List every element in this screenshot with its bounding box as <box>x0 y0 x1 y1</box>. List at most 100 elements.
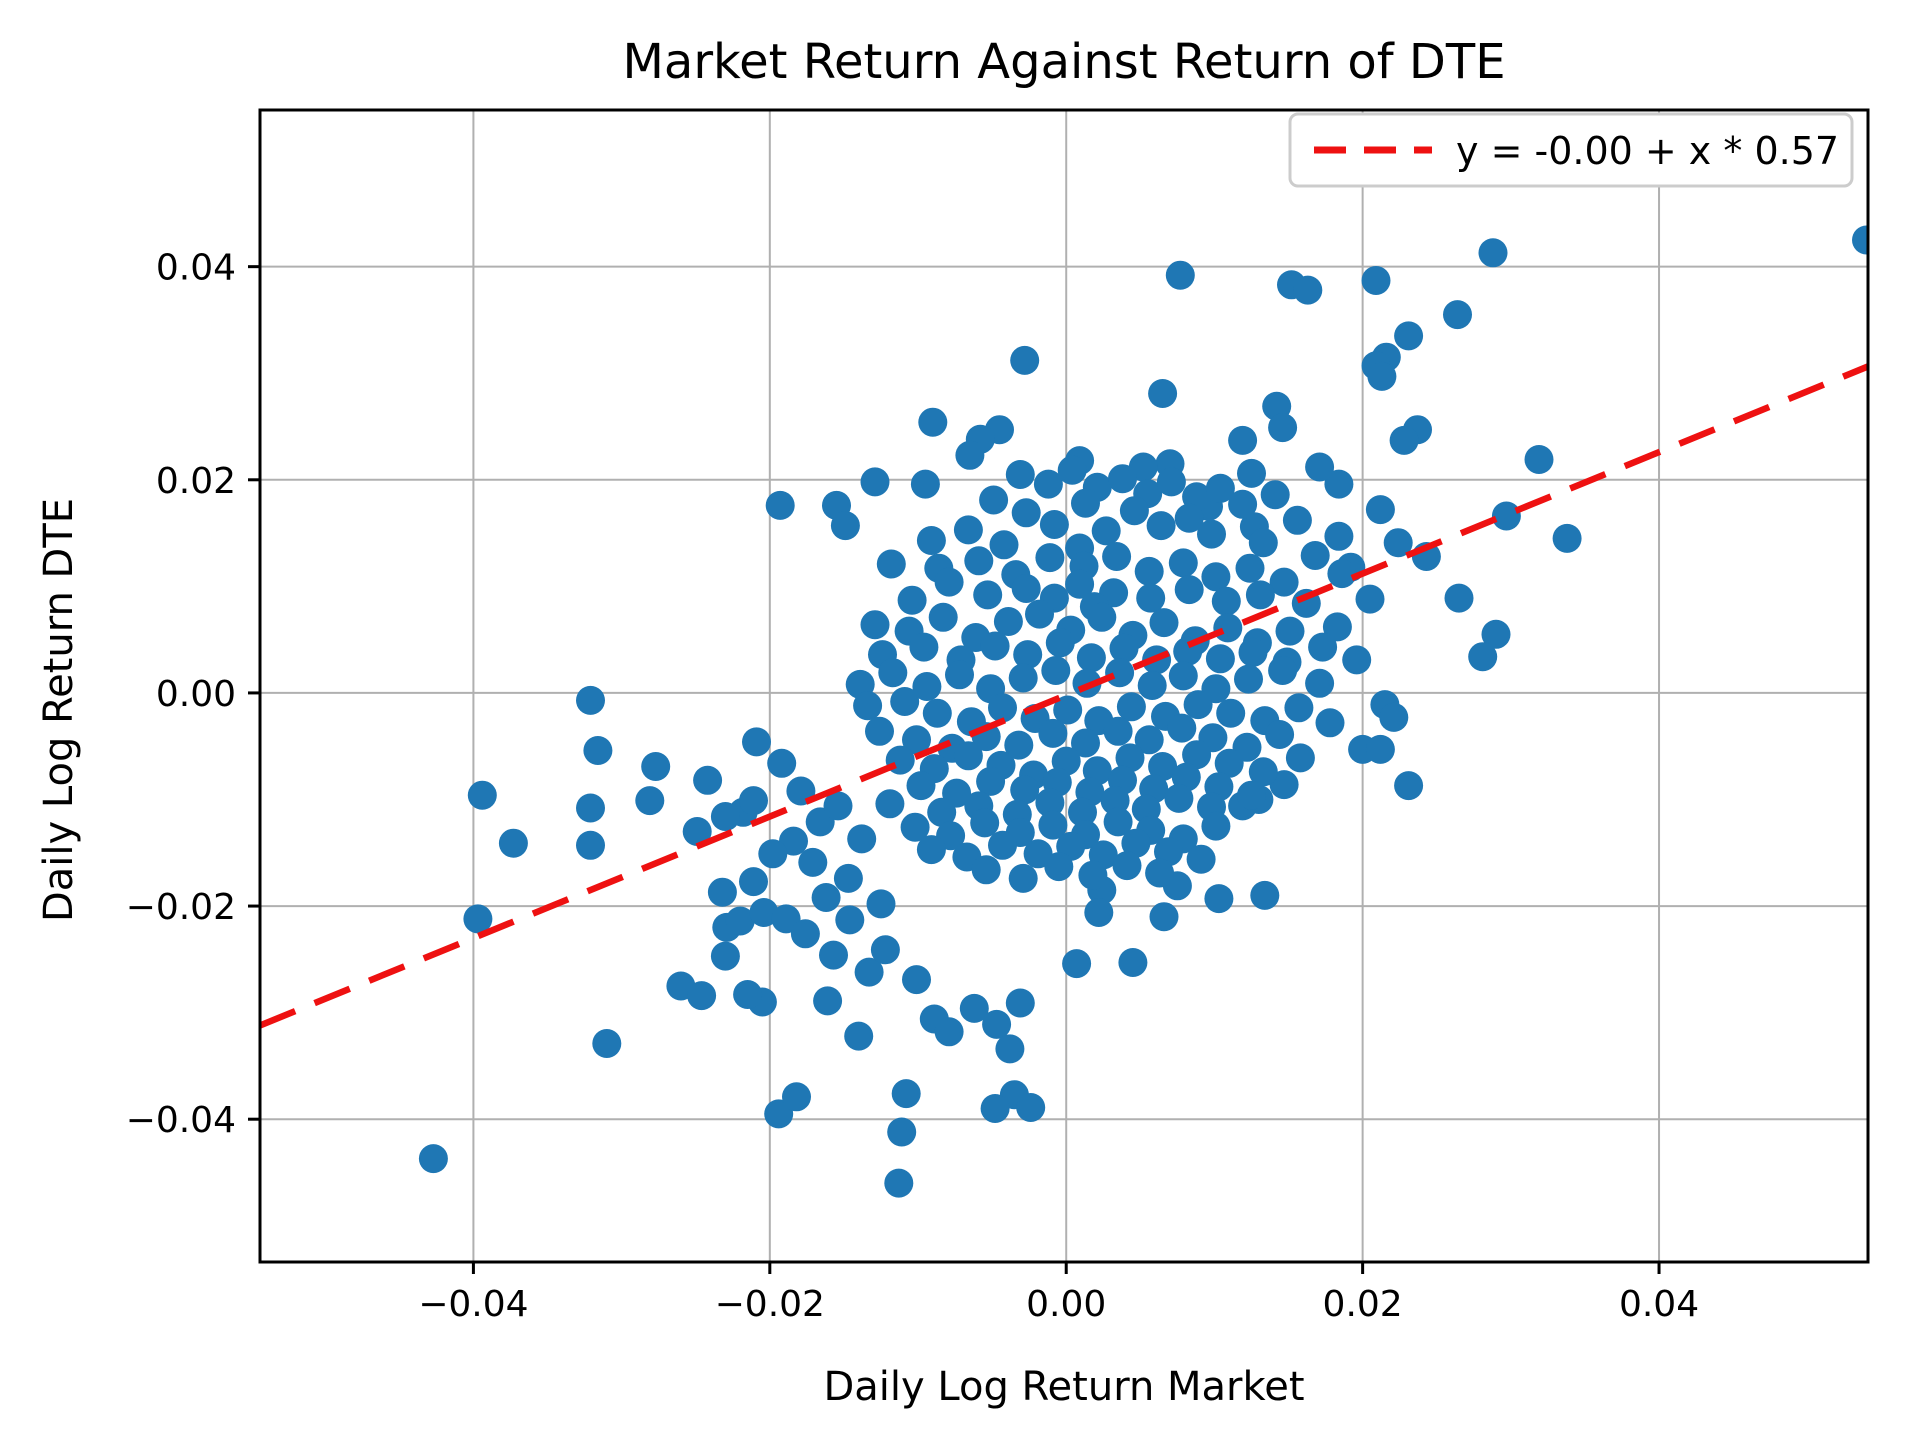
scatter-point <box>1068 797 1097 827</box>
scatter-point <box>1305 668 1335 698</box>
scatter-point <box>1216 698 1246 728</box>
scatter-point <box>641 752 671 781</box>
scatter-point <box>1315 708 1345 738</box>
scatter-point <box>1265 720 1295 749</box>
scatter-point <box>1324 521 1354 551</box>
scatter-point <box>1005 460 1035 489</box>
scatter-point <box>1134 725 1164 755</box>
scatter-point <box>1355 584 1385 614</box>
scatter-point <box>463 904 493 934</box>
scatter-point <box>1115 743 1145 773</box>
scatter-point <box>1071 488 1100 518</box>
scatter-point <box>467 780 497 810</box>
scatter-point <box>1186 844 1216 874</box>
scatter-point <box>1183 690 1213 720</box>
scatter-point <box>982 1009 1012 1039</box>
scatter-point <box>979 485 1009 515</box>
scatter-point <box>1293 275 1323 305</box>
scatter-point <box>1103 807 1133 837</box>
scatter-point <box>971 855 1001 885</box>
y-axis-label: Daily Log Return DTE <box>36 498 82 922</box>
scatter-point <box>993 607 1023 636</box>
scatter-point <box>1103 716 1133 746</box>
scatter-point <box>906 771 936 801</box>
scatter-point <box>1361 266 1391 295</box>
scatter-point <box>1389 425 1419 455</box>
scatter-point <box>823 791 853 821</box>
scatter-point <box>847 824 877 854</box>
scatter-point <box>934 567 964 597</box>
scatter-point <box>860 467 890 497</box>
scatter-point <box>887 1117 917 1147</box>
scatter-point <box>819 940 848 970</box>
scatter-point <box>1383 528 1413 558</box>
scatter-point <box>1164 783 1194 813</box>
scatter-point <box>1118 948 1148 977</box>
scatter-point <box>1211 586 1241 616</box>
scatter-point <box>953 741 983 771</box>
scatter-point <box>758 839 788 869</box>
scatter-point <box>1005 988 1035 1018</box>
scatter-point <box>1201 562 1231 592</box>
scatter-point <box>1237 458 1266 488</box>
scatter-point <box>865 716 894 746</box>
scatter-point <box>1342 645 1372 675</box>
scatter-point <box>973 580 1003 610</box>
scatter-point <box>927 797 957 827</box>
scatter-point <box>916 526 946 555</box>
scatter-point <box>1134 556 1164 586</box>
scatter-point <box>1444 583 1474 613</box>
scatter-point <box>1010 345 1040 375</box>
scatter-points <box>418 225 1868 1198</box>
x-tick-label: −0.04 <box>418 1284 528 1325</box>
scatter-point <box>909 632 939 662</box>
legend-label: y = -0.00 + x * 0.57 <box>1456 129 1839 173</box>
scatter-point <box>1305 452 1335 482</box>
scatter-point <box>1062 949 1092 979</box>
scatter-point <box>897 585 927 615</box>
scatter-point <box>875 789 905 819</box>
scatter-point <box>1852 225 1868 255</box>
scatter-point <box>1394 321 1424 351</box>
scatter-point <box>1008 863 1038 893</box>
scatter-point <box>1197 519 1226 549</box>
scatter-point <box>876 549 906 579</box>
scatter-point <box>900 812 930 842</box>
scatter-point <box>1204 884 1234 914</box>
scatter-point <box>1379 702 1409 732</box>
scatter-point <box>844 1021 874 1051</box>
scatter-point <box>782 1082 811 1112</box>
plot-area <box>260 110 1868 1262</box>
scatter-point <box>953 515 983 545</box>
scatter-point <box>576 685 605 715</box>
scatter-point <box>1065 569 1095 599</box>
scatter-point <box>1149 902 1179 932</box>
scatter-point <box>1076 643 1106 673</box>
x-tick-label: −0.02 <box>715 1284 825 1325</box>
scatter-point <box>1023 839 1053 869</box>
scatter-point <box>1308 632 1338 662</box>
scatter-point <box>1285 743 1315 773</box>
scatter-point <box>1481 619 1511 649</box>
scatter-point <box>1238 637 1268 667</box>
scatter-point <box>1011 498 1041 528</box>
scatter-point <box>1168 548 1198 578</box>
scatter-point <box>1245 580 1275 610</box>
scatter-point <box>1468 642 1498 672</box>
scatter-point <box>1044 852 1074 882</box>
scatter-point <box>928 602 958 632</box>
scatter-point <box>1109 633 1139 663</box>
scatter-point <box>964 546 994 576</box>
scatter-point <box>1035 543 1065 573</box>
scatter-point <box>790 919 820 949</box>
scatter-point <box>934 1017 964 1047</box>
scatter-point <box>811 883 841 912</box>
scatter-point <box>1300 541 1330 570</box>
scatter-point <box>710 941 740 971</box>
scatter-point <box>912 672 942 701</box>
scatter-point <box>1174 575 1204 605</box>
scatter-point <box>1228 489 1258 519</box>
scatter-point <box>1038 718 1068 748</box>
scatter-point <box>835 905 865 935</box>
